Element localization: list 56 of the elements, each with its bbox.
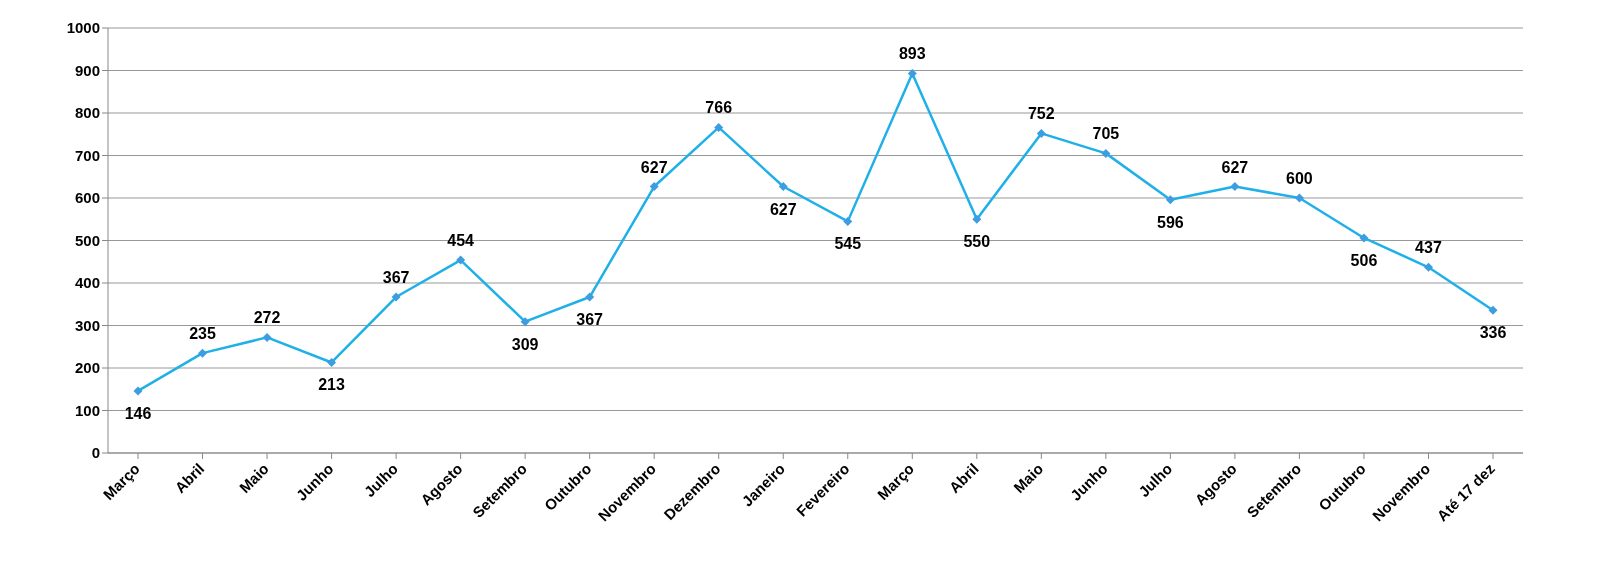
point — [327, 357, 337, 367]
point — [714, 122, 724, 132]
point — [391, 292, 401, 302]
y-tick-label: 300 — [74, 316, 100, 334]
y-tick-label: 100 — [74, 401, 100, 419]
point — [133, 386, 143, 396]
data-label: 752 — [1027, 105, 1055, 123]
data-label: 545 — [834, 235, 862, 253]
point — [1230, 182, 1240, 192]
point — [262, 332, 272, 342]
point — [972, 214, 982, 224]
y-tick-label: 800 — [74, 104, 100, 122]
data-label: 367 — [382, 269, 410, 287]
data-label: 627 — [769, 200, 797, 218]
y-tick-label: 1000 — [66, 19, 100, 37]
data-label: 437 — [1415, 239, 1442, 257]
data-label: 146 — [124, 404, 152, 422]
point — [585, 292, 595, 302]
data-label: 367 — [576, 311, 604, 329]
data-label: 272 — [253, 309, 281, 327]
data-label: 596 — [1157, 213, 1184, 231]
data-label: 550 — [963, 233, 991, 251]
data-label: 235 — [189, 325, 216, 343]
point — [1294, 193, 1304, 203]
y-tick-label: 0 — [91, 444, 100, 462]
point — [778, 182, 788, 192]
y-tick-label: 200 — [74, 359, 100, 377]
data-label: 454 — [447, 232, 475, 250]
data-label: 893 — [898, 45, 926, 63]
point — [520, 317, 530, 327]
y-tick-label: 700 — [74, 146, 100, 164]
data-label: 705 — [1092, 125, 1120, 143]
y-tick-label: 900 — [74, 61, 100, 79]
point — [1101, 148, 1111, 158]
y-tick-label: 600 — [74, 189, 100, 207]
point — [1036, 128, 1046, 138]
x-tick-label: Até 17 dez — [1433, 459, 1498, 525]
data-label: 506 — [1350, 251, 1378, 269]
point — [1423, 262, 1433, 272]
data-label: 213 — [318, 376, 346, 394]
point — [1488, 305, 1498, 315]
data-label: 336 — [1479, 324, 1507, 342]
data-label: 309 — [511, 335, 539, 353]
y-tick-label: 400 — [74, 274, 100, 292]
point — [1359, 233, 1369, 243]
point — [1165, 195, 1175, 205]
point — [198, 348, 208, 358]
point — [843, 216, 853, 226]
point — [649, 182, 659, 192]
data-label: 766 — [705, 99, 733, 117]
y-tick-label: 500 — [74, 231, 100, 249]
data-label: 600 — [1286, 170, 1313, 187]
point — [907, 68, 917, 78]
data-label: 627 — [1221, 158, 1249, 176]
data-label: 627 — [640, 158, 668, 176]
point — [456, 255, 466, 265]
